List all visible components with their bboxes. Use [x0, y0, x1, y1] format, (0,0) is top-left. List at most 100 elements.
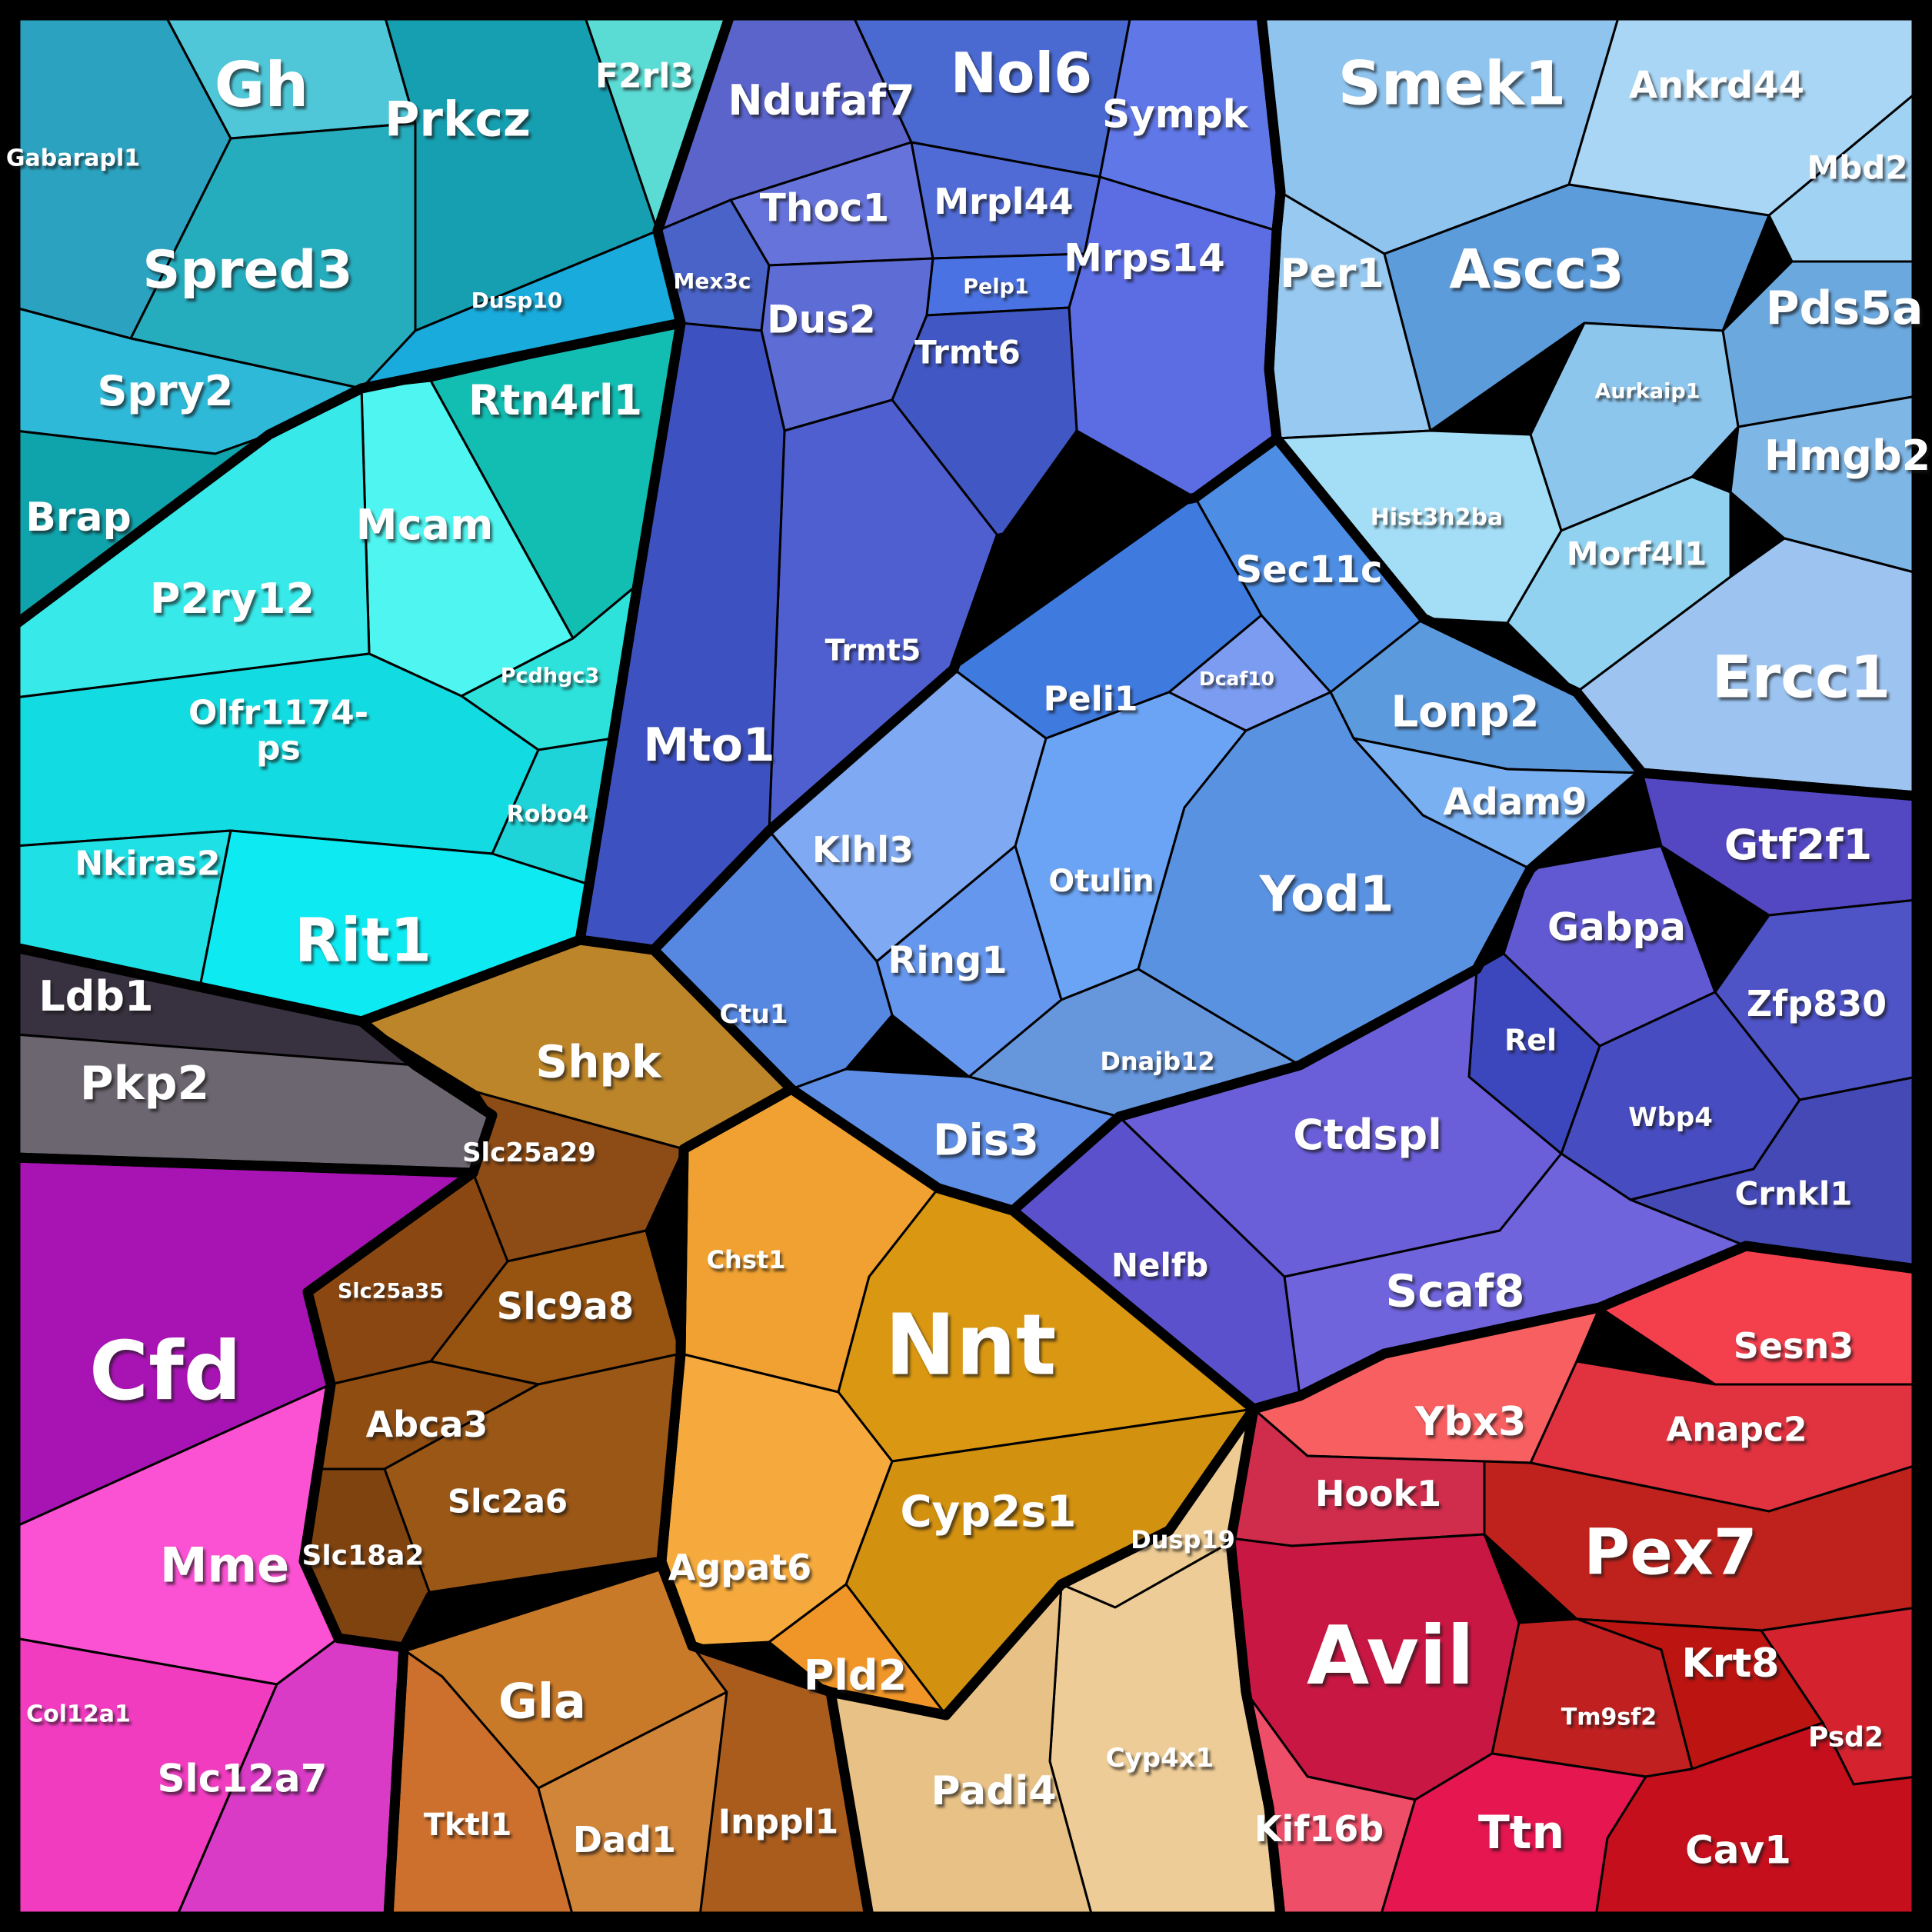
cell-label-Pcdhgc3: Pcdhgc3: [501, 664, 599, 688]
cell-label-Gla: Gla: [498, 1674, 586, 1730]
cell-label-Nkiras2: Nkiras2: [75, 844, 220, 883]
cell-label-Ndufaf7: Ndufaf7: [728, 76, 914, 125]
cell-label-Avil: Avil: [1307, 1609, 1474, 1703]
cell-label-Rel: Rel: [1504, 1023, 1557, 1057]
cell-label-Slc9a8: Slc9a8: [497, 1285, 635, 1328]
cell-label-Tm9sf2: Tm9sf2: [1561, 1704, 1657, 1731]
cell-label-Mme: Mme: [160, 1537, 289, 1594]
cell-label-Padi4: Padi4: [931, 1768, 1056, 1814]
cell-label-Hist3h2ba: Hist3h2ba: [1371, 505, 1503, 531]
cell-label-Cyp4x1: Cyp4x1: [1106, 1743, 1214, 1774]
cell-label-Slc25a29: Slc25a29: [462, 1138, 596, 1168]
cell-label-Scaf8: Scaf8: [1386, 1264, 1525, 1317]
cell-label-Ldb1: Ldb1: [38, 972, 153, 1021]
cell-label-Pkp2: Pkp2: [80, 1057, 210, 1111]
cell-label-Zfp830: Zfp830: [1747, 983, 1887, 1024]
cell-label-Morf4l1: Morf4l1: [1567, 535, 1707, 573]
cluster-outline-red: [1225, 1241, 1922, 1922]
cell-Trmt6: [891, 306, 1078, 540]
cell-label-Spry2: Spry2: [98, 367, 234, 415]
cell-label-Inppl1: Inppl1: [718, 1802, 838, 1841]
cell-label-Cav1: Cav1: [1685, 1828, 1791, 1873]
cell-label-Brap: Brap: [25, 495, 132, 541]
cell-label-Pelp1: Pelp1: [963, 275, 1028, 298]
cell-label-Slc18a2: Slc18a2: [301, 1541, 424, 1572]
cell-label-Dcaf10: Dcaf10: [1199, 668, 1274, 690]
cell-label-Per1: Per1: [1280, 251, 1384, 297]
cell-label-Yod1: Yod1: [1259, 866, 1394, 923]
cell-label-Peli1: Peli1: [1044, 679, 1138, 718]
cell-label-Klhl3: Klhl3: [812, 829, 914, 871]
cell-label-Trmt6: Trmt6: [914, 334, 1021, 371]
cell-label-Aurkaip1: Aurkaip1: [1595, 379, 1700, 403]
cell-label-Ttn: Ttn: [1478, 1806, 1564, 1860]
cell-label-Robo4: Robo4: [507, 801, 589, 828]
cell-label-Tktl1: Tktl1: [424, 1807, 512, 1843]
cell-label-Anapc2: Anapc2: [1666, 1410, 1807, 1449]
cell-label-Chst1: Chst1: [707, 1245, 786, 1274]
cell-label-Ankrd44: Ankrd44: [1629, 64, 1804, 107]
cell-label-Dis3: Dis3: [933, 1116, 1039, 1166]
cell-label-Nnt: Nnt: [885, 1296, 1057, 1394]
cell-label-Pex7: Pex7: [1584, 1517, 1757, 1590]
cell-label-Adam9: Adam9: [1443, 781, 1587, 824]
cell-label-Mex3c: Mex3c: [674, 268, 751, 294]
cell-label-Dad1: Dad1: [573, 1819, 676, 1860]
cell-label-Shpk: Shpk: [535, 1035, 662, 1088]
cell-label-Pld2: Pld2: [804, 1651, 907, 1700]
cell-label-Ring1: Ring1: [888, 939, 1007, 982]
cell-label-Trmt5: Trmt5: [825, 633, 921, 667]
cell-label-Crnkl1: Crnkl1: [1735, 1175, 1853, 1213]
cell-label-Abca3: Abca3: [366, 1404, 488, 1445]
cell-label-Ybx3: Ybx3: [1414, 1399, 1527, 1445]
cell-label-Mcam: Mcam: [356, 501, 493, 549]
cell-label-Sesn3: Sesn3: [1734, 1325, 1854, 1367]
cell-label-P2ry12: P2ry12: [150, 575, 315, 623]
cell-label-Gtf2f1: Gtf2f1: [1724, 821, 1872, 869]
cell-label-Krt8: Krt8: [1682, 1641, 1780, 1687]
cell-label-Psd2: Psd2: [1808, 1722, 1884, 1754]
cell-label-Ercc1: Ercc1: [1712, 643, 1890, 711]
cell-label-Sec11c: Sec11c: [1236, 548, 1383, 591]
cell-label-Dusp10: Dusp10: [471, 288, 563, 313]
cell-label-Pds5a: Pds5a: [1766, 281, 1924, 335]
cell-label-Lonp2: Lonp2: [1391, 688, 1539, 738]
cell-label-Mrps14: Mrps14: [1064, 236, 1225, 281]
cell-label-Hmgb2: Hmgb2: [1764, 431, 1930, 480]
cell-label-Wbp4: Wbp4: [1628, 1102, 1713, 1133]
cell-label-Ascc3: Ascc3: [1449, 238, 1624, 301]
cell-label-Otulin: Otulin: [1048, 864, 1154, 899]
cell-label-Spred3: Spred3: [142, 240, 352, 301]
cell-label-Slc25a35: Slc25a35: [338, 1279, 444, 1303]
cell-label-Thoc1: Thoc1: [760, 186, 889, 231]
cell-label-Ctu1: Ctu1: [719, 999, 788, 1030]
cell-label-Mto1: Mto1: [643, 718, 774, 772]
cell-label-Olfr1174-ps: Olfr1174-ps: [188, 693, 368, 768]
cell-label-Nol6: Nol6: [951, 41, 1093, 105]
cell-label-Rit1: Rit1: [295, 906, 431, 975]
cell-label-Ctdspl: Ctdspl: [1293, 1111, 1441, 1159]
cell-label-Col12a1: Col12a1: [26, 1701, 131, 1728]
cell-label-Dnajb12: Dnajb12: [1100, 1047, 1214, 1076]
cell-label-Cfd: Cfd: [89, 1324, 242, 1418]
cell-label-Gabpa: Gabpa: [1547, 905, 1686, 950]
cell-label-Gabarapl1: Gabarapl1: [6, 145, 140, 172]
cell-label-Dus2: Dus2: [767, 298, 876, 342]
cell-label-Mbd2: Mbd2: [1807, 149, 1907, 187]
cell-label-Agpat6: Agpat6: [668, 1547, 812, 1588]
cell-label-Hook1: Hook1: [1315, 1473, 1441, 1514]
cell-label-Rtn4rl1: Rtn4rl1: [468, 376, 642, 425]
cell-label-Slc12a7: Slc12a7: [158, 1757, 328, 1801]
cell-label-Gh: Gh: [215, 49, 309, 121]
cell-label-Kif16b: Kif16b: [1254, 1808, 1384, 1850]
cell-label-Sympk: Sympk: [1102, 92, 1249, 137]
cell-label-Nelfb: Nelfb: [1111, 1247, 1208, 1284]
cell-label-Prkcz: Prkcz: [385, 92, 531, 148]
cell-label-Dusp19: Dusp19: [1131, 1525, 1235, 1554]
cell-label-Slc2a6: Slc2a6: [448, 1483, 568, 1521]
cell-label-Mrpl44: Mrpl44: [934, 181, 1073, 222]
cell-label-Smek1: Smek1: [1338, 49, 1567, 118]
cell-label-F2rl3: F2rl3: [595, 56, 694, 95]
